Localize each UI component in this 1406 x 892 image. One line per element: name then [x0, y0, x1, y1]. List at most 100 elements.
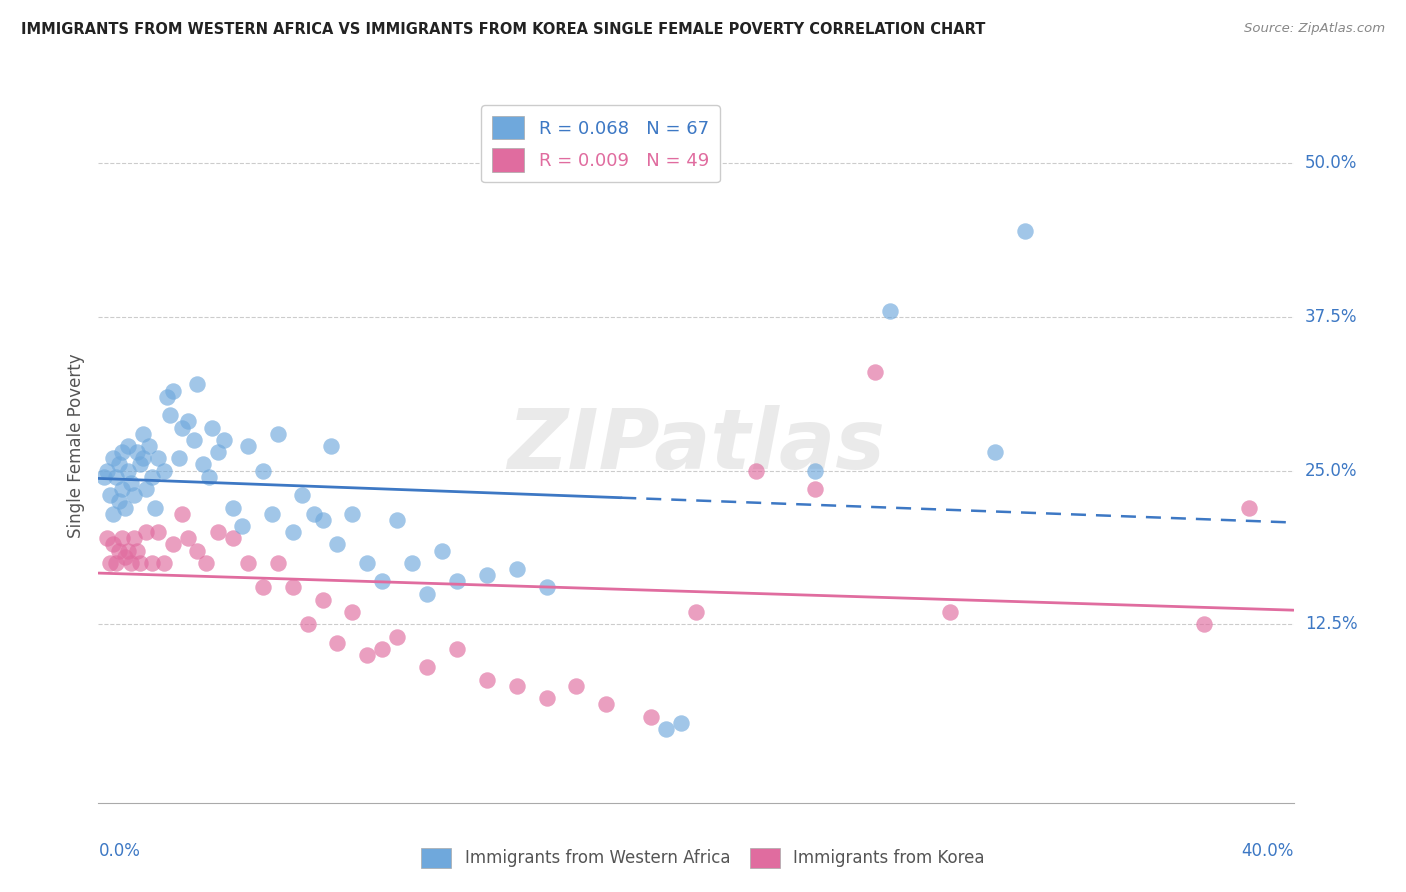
Point — [416, 660, 439, 674]
Point — [655, 722, 678, 736]
Point — [506, 562, 529, 576]
Point — [129, 458, 152, 472]
Point — [120, 556, 142, 570]
Point — [311, 592, 333, 607]
Point — [148, 525, 170, 540]
Point — [231, 519, 253, 533]
Point — [804, 482, 827, 496]
Text: ZIPatlas: ZIPatlas — [508, 406, 884, 486]
Text: 40.0%: 40.0% — [1241, 842, 1294, 860]
Point — [326, 636, 349, 650]
Point — [108, 543, 131, 558]
Text: 50.0%: 50.0% — [1305, 154, 1357, 172]
Point — [162, 384, 184, 398]
Point — [124, 531, 146, 545]
Point — [124, 488, 146, 502]
Point — [1192, 617, 1215, 632]
Point — [281, 581, 304, 595]
Point — [177, 414, 200, 428]
Point — [267, 556, 290, 570]
Point — [446, 642, 468, 657]
Point — [430, 543, 453, 558]
Point — [98, 488, 122, 502]
Point — [291, 488, 314, 502]
Y-axis label: Single Female Poverty: Single Female Poverty — [66, 354, 84, 538]
Point — [260, 507, 283, 521]
Point — [105, 556, 128, 570]
Point — [117, 543, 139, 558]
Point — [252, 581, 274, 595]
Text: Source: ZipAtlas.com: Source: ZipAtlas.com — [1244, 22, 1385, 36]
Point — [132, 451, 155, 466]
Point — [111, 482, 134, 496]
Point — [401, 556, 423, 570]
Point — [186, 543, 208, 558]
Point — [93, 469, 115, 483]
Point — [156, 390, 179, 404]
Point — [565, 679, 588, 693]
Point — [865, 365, 887, 379]
Point — [105, 469, 128, 483]
Point — [416, 587, 439, 601]
Point — [153, 464, 176, 478]
Point — [132, 426, 155, 441]
Point — [135, 525, 157, 540]
Point — [321, 439, 343, 453]
Point — [159, 409, 181, 423]
Point — [114, 500, 136, 515]
Point — [297, 617, 319, 632]
Point — [191, 458, 214, 472]
Point — [183, 433, 205, 447]
Point — [153, 556, 176, 570]
Point — [669, 715, 692, 730]
Point — [127, 445, 149, 459]
Point — [536, 581, 558, 595]
Point — [177, 531, 200, 545]
Point — [311, 513, 333, 527]
Point — [267, 426, 290, 441]
Point — [371, 574, 394, 589]
Point — [595, 698, 617, 712]
Point — [326, 537, 349, 551]
Point — [475, 673, 498, 687]
Point — [236, 556, 259, 570]
Point — [103, 537, 125, 551]
Point — [96, 464, 118, 478]
Point — [222, 531, 245, 545]
Point — [879, 303, 901, 318]
Point — [371, 642, 394, 657]
Point — [342, 605, 364, 619]
Point — [103, 507, 125, 521]
Point — [342, 507, 364, 521]
Point — [186, 377, 208, 392]
Point — [114, 549, 136, 564]
Point — [135, 482, 157, 496]
Point — [108, 494, 131, 508]
Point — [984, 445, 1007, 459]
Point — [129, 556, 152, 570]
Point — [207, 525, 229, 540]
Text: 25.0%: 25.0% — [1305, 461, 1357, 480]
Point — [96, 531, 118, 545]
Point — [640, 709, 662, 723]
Point — [198, 469, 221, 483]
Point — [1014, 224, 1036, 238]
Point — [939, 605, 962, 619]
Point — [212, 433, 235, 447]
Point — [446, 574, 468, 589]
Point — [111, 445, 134, 459]
Point — [127, 543, 149, 558]
Point — [222, 500, 245, 515]
Point — [172, 507, 194, 521]
Point — [207, 445, 229, 459]
Point — [356, 556, 378, 570]
Point — [108, 458, 131, 472]
Point — [195, 556, 218, 570]
Point — [120, 475, 142, 490]
Point — [117, 464, 139, 478]
Point — [117, 439, 139, 453]
Point — [103, 451, 125, 466]
Legend: R = 0.068   N = 67, R = 0.009   N = 49: R = 0.068 N = 67, R = 0.009 N = 49 — [481, 105, 720, 183]
Point — [148, 451, 170, 466]
Text: 37.5%: 37.5% — [1305, 308, 1357, 326]
